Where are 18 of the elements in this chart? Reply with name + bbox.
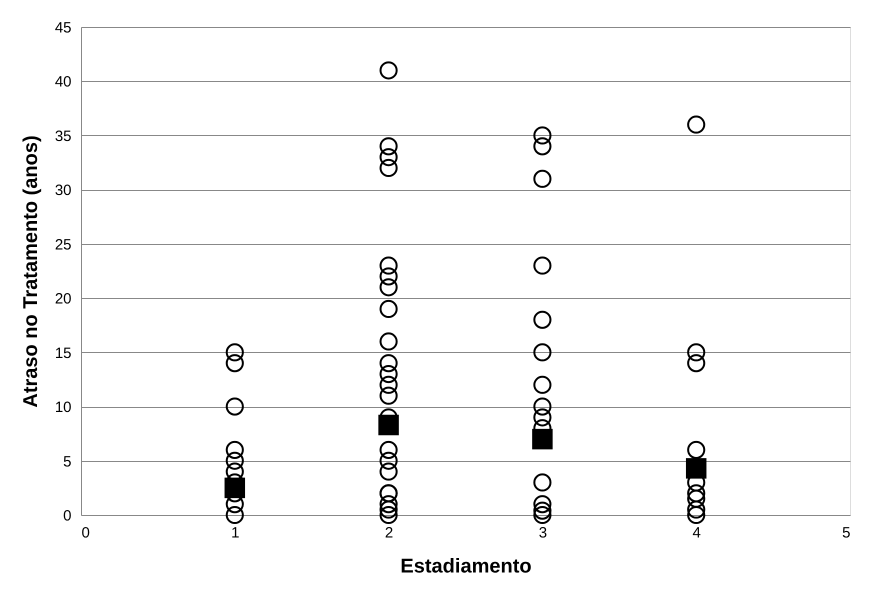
y-axis-title: Atraso no Tratamento (anos) [20,135,42,408]
y-tick-label: 20 [54,290,72,308]
y-tick-label: 40 [54,74,72,91]
y-tick-label: 0 [63,508,72,524]
y-tick-label: 30 [54,182,72,200]
y-tick-label: 15 [54,344,72,362]
x-tick-label: 0 [82,524,90,542]
y-tick-label: 5 [63,453,72,470]
x-tick-label: 4 [692,524,701,542]
y-tick-label: 45 [54,20,72,36]
x-axis-title: Estadiamento [400,556,532,578]
x-tick-label: 2 [384,524,394,542]
x-tick-label: 3 [538,524,548,542]
y-tick-label: 35 [54,128,72,145]
x-tick-label: 1 [231,524,240,542]
x-tick-label: 5 [842,524,850,542]
y-tick-label: 25 [54,236,72,254]
y-tick-label: 10 [54,399,72,416]
